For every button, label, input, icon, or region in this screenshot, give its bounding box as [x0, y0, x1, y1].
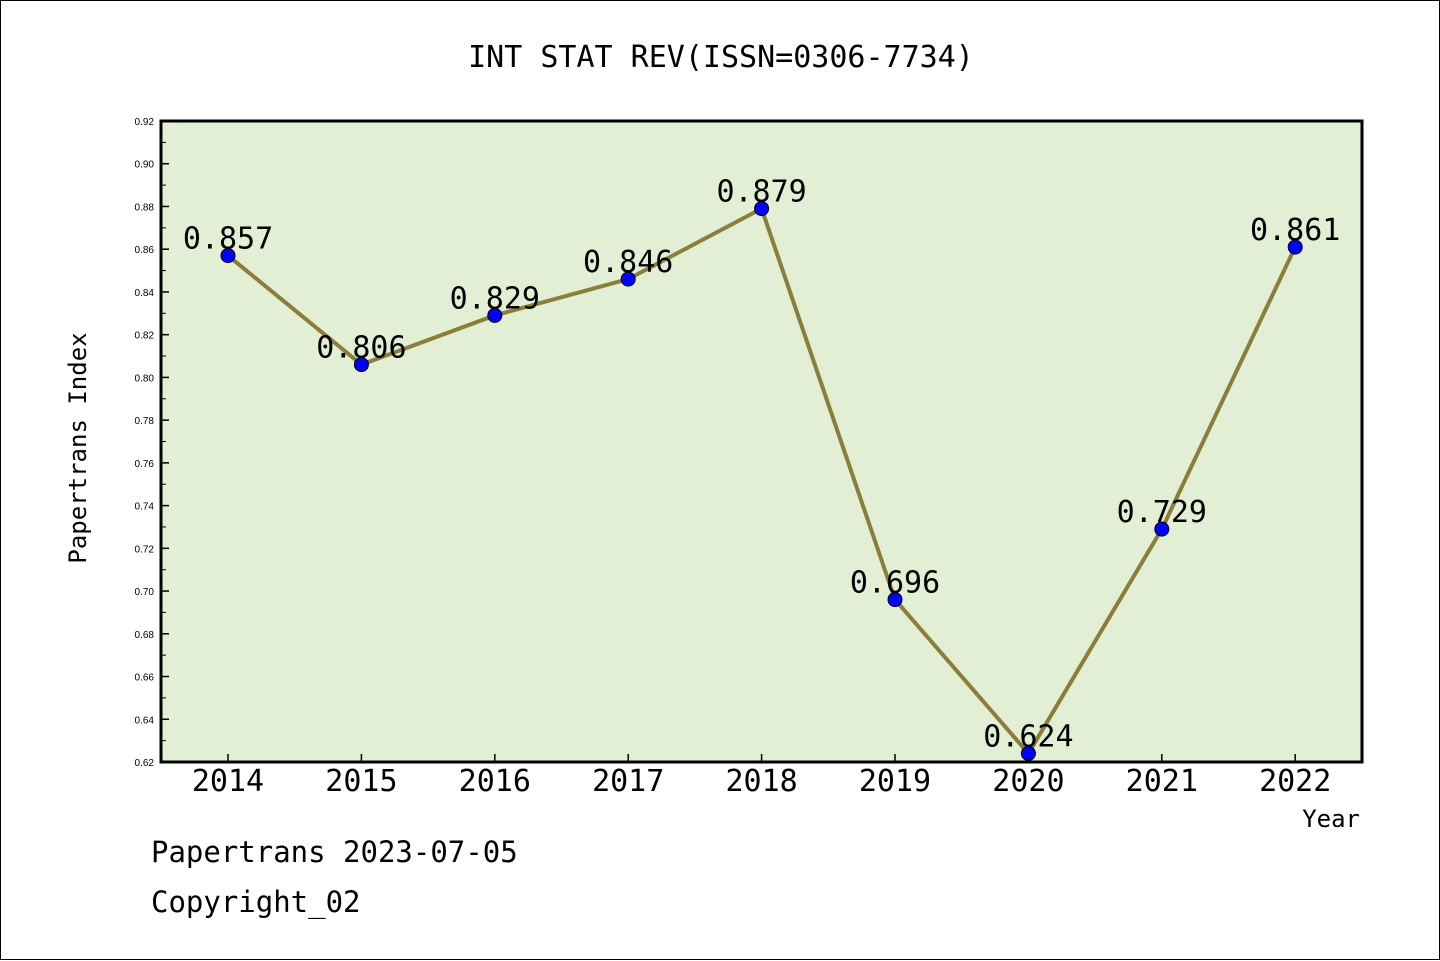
- x-axis-title: Year: [1302, 805, 1360, 833]
- y-tick-label: 0.84: [135, 288, 155, 299]
- data-point: [754, 201, 770, 217]
- data-point: [620, 271, 636, 287]
- y-tick-label: 0.74: [135, 502, 155, 513]
- data-label: 0.879: [716, 175, 806, 210]
- y-tick-label: 0.92: [135, 117, 155, 128]
- data-points: [220, 201, 1303, 761]
- x-tick-label: 2016: [459, 764, 531, 799]
- data-point: [487, 307, 503, 323]
- x-tick-label: 2021: [1126, 764, 1198, 799]
- y-axis-title: Papertrans Index: [64, 332, 92, 563]
- y-tick-label: 0.78: [135, 416, 155, 427]
- data-label: 0.861: [1250, 213, 1340, 248]
- x-tick-label: 2015: [325, 764, 397, 799]
- data-point: [1287, 239, 1303, 255]
- data-point: [887, 592, 903, 608]
- data-label: 0.696: [850, 566, 940, 601]
- y-tick-label: 0.86: [135, 245, 155, 256]
- y-axis: 0.62 0.64 0.66 0.68 0.70 0.72 0.74 0.76 0.78 0.80…: [135, 117, 169, 769]
- x-tick-label: 2022: [1259, 764, 1331, 799]
- data-label: 0.846: [583, 245, 673, 280]
- y-tick-label: 0.82: [135, 331, 155, 342]
- footer-line-1: Papertrans 2023-07-05: [151, 835, 518, 869]
- x-tick-label: 2020: [992, 764, 1064, 799]
- y-tick-label: 0.64: [135, 715, 155, 726]
- footer-line-2: Copyright_02: [151, 885, 361, 919]
- data-point: [353, 357, 369, 373]
- data-point: [1020, 745, 1036, 761]
- plot-area: [159, 119, 1364, 764]
- y-tick-label: 0.62: [135, 758, 155, 769]
- y-tick-label: 0.80: [135, 373, 155, 384]
- y-tick-label: 0.70: [135, 587, 155, 598]
- data-point: [1154, 521, 1170, 537]
- x-tick-label: 2019: [859, 764, 931, 799]
- data-label: 0.624: [983, 719, 1073, 754]
- data-label: 0.729: [1117, 495, 1207, 530]
- x-axis: 2014 2015 2016 2017 2018 2019 2020 2021 2022: [192, 754, 1331, 799]
- y-tick-label: 0.72: [135, 544, 155, 555]
- x-tick-label: 2018: [725, 764, 797, 799]
- chart-title: INT STAT REV(ISSN=0306-7734): [468, 40, 974, 75]
- x-tick-label: 2017: [592, 764, 664, 799]
- data-label: 0.806: [316, 331, 406, 366]
- y-tick-label: 0.68: [135, 630, 155, 641]
- y-tick-label: 0.66: [135, 673, 155, 684]
- y-tick-label: 0.88: [135, 202, 155, 213]
- y-tick-label: 0.90: [135, 160, 155, 171]
- data-point: [220, 248, 236, 264]
- data-labels: 0.857 0.806 0.829 0.846 0.879 0.696 0.624 0.729…: [183, 175, 1341, 755]
- x-tick-label: 2014: [192, 764, 264, 799]
- y-tick-label: 0.76: [135, 459, 155, 470]
- data-label: 0.857: [183, 222, 273, 257]
- data-label: 0.829: [450, 281, 540, 316]
